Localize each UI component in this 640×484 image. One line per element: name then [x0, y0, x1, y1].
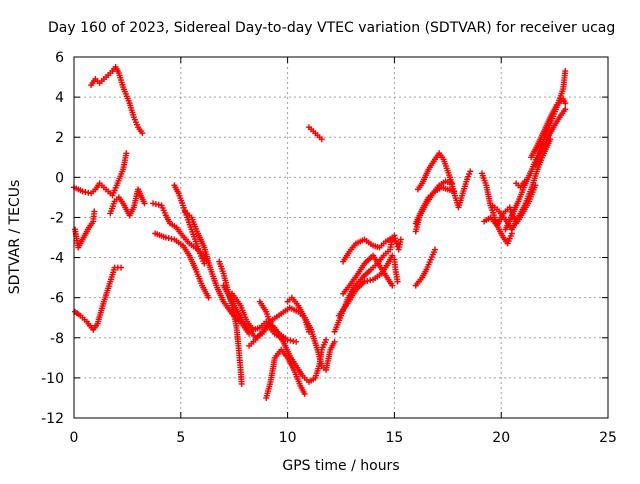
x-tick-label: 25: [599, 430, 617, 446]
series-arc-23: [391, 256, 401, 285]
chart-title: Day 160 of 2023, Sidereal Day-to-day VTE…: [48, 20, 615, 36]
series-arc-27: [412, 246, 438, 289]
x-tick-label: 0: [70, 430, 79, 446]
series-arc-05: [107, 186, 148, 219]
data-point: [323, 336, 330, 343]
data-point: [123, 150, 130, 157]
data-point: [301, 390, 308, 397]
grid-layer: [74, 57, 608, 418]
x-tick-label: 20: [492, 430, 510, 446]
data-point: [397, 236, 404, 243]
x-tick-label: 5: [176, 430, 185, 446]
y-tick-label: 4: [55, 90, 64, 106]
y-tick-label: 0: [55, 170, 64, 186]
series-arc-28: [478, 170, 515, 247]
y-tick-label: 6: [55, 50, 64, 66]
data-point: [389, 252, 396, 259]
data-point: [393, 240, 400, 247]
x-axis-label: GPS time / hours: [282, 458, 399, 474]
plot-frame: [73, 56, 609, 419]
y-tick-label: -8: [50, 331, 64, 347]
y-tick-label: -12: [41, 411, 64, 427]
y-tick-label: -4: [50, 251, 64, 267]
data-point: [562, 100, 569, 107]
data-point: [562, 68, 569, 75]
data-point: [394, 278, 401, 285]
x-tick-label: 15: [385, 430, 403, 446]
y-axis-label: SDTVAR / TECUs: [7, 180, 23, 295]
data-point: [238, 380, 245, 387]
y-tick-label: -6: [50, 291, 64, 307]
series-arc-20: [340, 252, 396, 297]
data-point: [431, 246, 438, 253]
ticks-layer: 0 5 10 15 20 25 -12 -10 -8 -6 -4 -2 0 2 4 6: [41, 50, 617, 446]
series-arc-16: [284, 294, 338, 373]
series-arc-03: [71, 150, 130, 199]
y-tick-label: 2: [55, 130, 64, 146]
points-layer: [71, 64, 569, 401]
x-tick-label: 10: [279, 430, 297, 446]
data-point: [293, 338, 300, 345]
series-arc-19: [335, 252, 396, 319]
series-arc-22: [391, 232, 404, 253]
data-point: [389, 282, 396, 289]
data-point: [331, 338, 338, 345]
series-arc-26: [414, 150, 474, 211]
y-tick-label: -10: [41, 371, 64, 387]
data-point: [467, 168, 474, 175]
data-point: [318, 136, 325, 143]
data-point: [91, 208, 98, 215]
series-arc-07: [152, 230, 212, 301]
data-point: [562, 106, 569, 113]
series-arc-17: [305, 124, 325, 143]
data-point: [139, 130, 146, 137]
series-arc-04: [88, 64, 146, 137]
data-point: [205, 294, 212, 301]
series-arc-34: [532, 106, 569, 169]
series-arc-02: [72, 208, 98, 251]
y-tick-label: -2: [50, 210, 64, 226]
series-arc-01: [72, 264, 124, 333]
data-point: [141, 200, 148, 207]
series-arc-33: [528, 96, 569, 161]
series-arc-15: [263, 346, 308, 401]
data-point: [117, 264, 124, 271]
